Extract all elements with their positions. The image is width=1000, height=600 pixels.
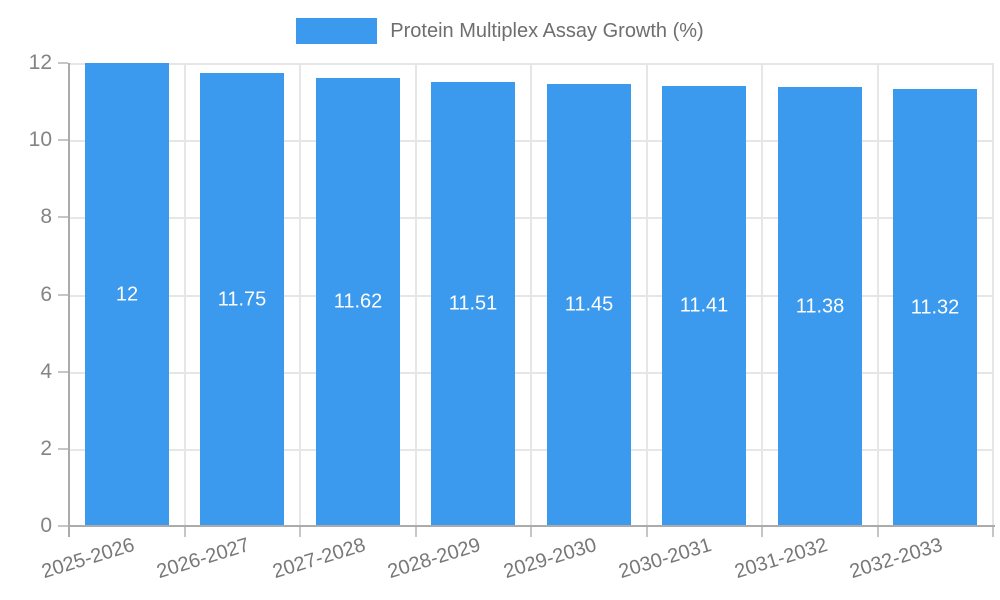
y-tick-label: 10 <box>28 128 52 151</box>
y-tick-label: 2 <box>40 437 52 460</box>
x-category-label: 2027-2028 <box>270 534 369 584</box>
x-category-label: 2028-2029 <box>385 534 484 584</box>
bar[interactable]: 11.38 <box>778 87 862 526</box>
gridline-horizontal <box>69 295 993 297</box>
gridline-horizontal <box>69 217 993 219</box>
x-tick-mark <box>299 527 301 537</box>
y-tick-label: 0 <box>40 514 52 537</box>
plot-area: 12 11.75 11.62 11.51 11.45 11.41 11.38 11.32 <box>69 63 994 526</box>
y-tick-mark <box>58 371 68 373</box>
bar[interactable]: 11.51 <box>431 82 515 526</box>
x-tick-mark <box>68 527 70 537</box>
x-category-label: 2025-2026 <box>39 534 138 584</box>
legend-swatch-icon <box>296 18 378 44</box>
gridline-horizontal <box>69 63 993 65</box>
gridline-vertical <box>184 63 186 526</box>
legend-item[interactable]: Protein Multiplex Assay Growth (%) <box>296 18 704 44</box>
x-tick-mark <box>184 527 186 537</box>
x-tick-mark <box>761 527 763 537</box>
y-tick-label: 6 <box>40 283 52 306</box>
gridline-vertical <box>992 63 994 526</box>
bar-value-label: 11.32 <box>910 296 960 318</box>
bar[interactable]: 11.32 <box>893 89 977 526</box>
bar[interactable]: 11.41 <box>662 86 746 526</box>
y-tick-mark <box>58 448 68 450</box>
gridline-horizontal <box>69 372 993 374</box>
bar[interactable]: 11.75 <box>200 73 284 526</box>
bar-value-label: 11.51 <box>448 292 498 315</box>
y-tick-label: 12 <box>28 51 52 74</box>
x-axis-labels: 2025-2026 2026-2027 2027-2028 2028-2029 2029… <box>40 534 993 600</box>
gridline-vertical <box>761 63 763 526</box>
x-tick-mark <box>530 527 532 537</box>
bar-value-label: 11.45 <box>564 293 614 316</box>
bar-value-label: 12 <box>115 283 139 305</box>
y-tick-mark <box>58 216 68 218</box>
gridline-vertical <box>415 63 417 526</box>
bar[interactable]: 11.62 <box>316 78 400 526</box>
x-tick-mark <box>415 527 417 537</box>
bar-value-label: 11.38 <box>795 295 845 317</box>
bar-value-label: 11.41 <box>679 294 729 317</box>
legend: Protein Multiplex Assay Growth (%) <box>0 18 1000 44</box>
gridline-horizontal <box>69 140 993 142</box>
x-category-label: 2030-2031 <box>616 534 715 584</box>
bar-value-label: 11.62 <box>333 290 383 313</box>
y-tick-mark <box>58 139 68 141</box>
bar-value-label: 11.75 <box>217 288 267 310</box>
x-category-label: 2032-2033 <box>847 534 946 584</box>
y-tick-mark <box>58 525 68 527</box>
x-tick-mark <box>646 527 648 537</box>
y-axis-line <box>68 63 70 536</box>
gridline-vertical <box>646 63 648 526</box>
bar[interactable]: 11.45 <box>547 84 631 526</box>
x-tick-mark <box>992 527 994 537</box>
y-tick-label: 4 <box>40 360 52 383</box>
bar[interactable]: 12 <box>85 63 169 526</box>
x-tick-mark <box>877 527 879 537</box>
x-category-label: 2029-2030 <box>501 534 600 584</box>
y-tick-label: 8 <box>40 205 52 228</box>
gridline-vertical <box>877 63 879 526</box>
y-tick-mark <box>58 294 68 296</box>
x-category-label: 2031-2032 <box>732 534 831 584</box>
x-category-label: 2026-2027 <box>154 534 253 584</box>
gridline-vertical <box>530 63 532 526</box>
y-tick-mark <box>58 62 68 64</box>
gridline-vertical <box>299 63 301 526</box>
legend-label: Protein Multiplex Assay Growth (%) <box>390 20 704 42</box>
x-axis-line <box>68 525 995 527</box>
gridline-horizontal <box>69 449 993 451</box>
